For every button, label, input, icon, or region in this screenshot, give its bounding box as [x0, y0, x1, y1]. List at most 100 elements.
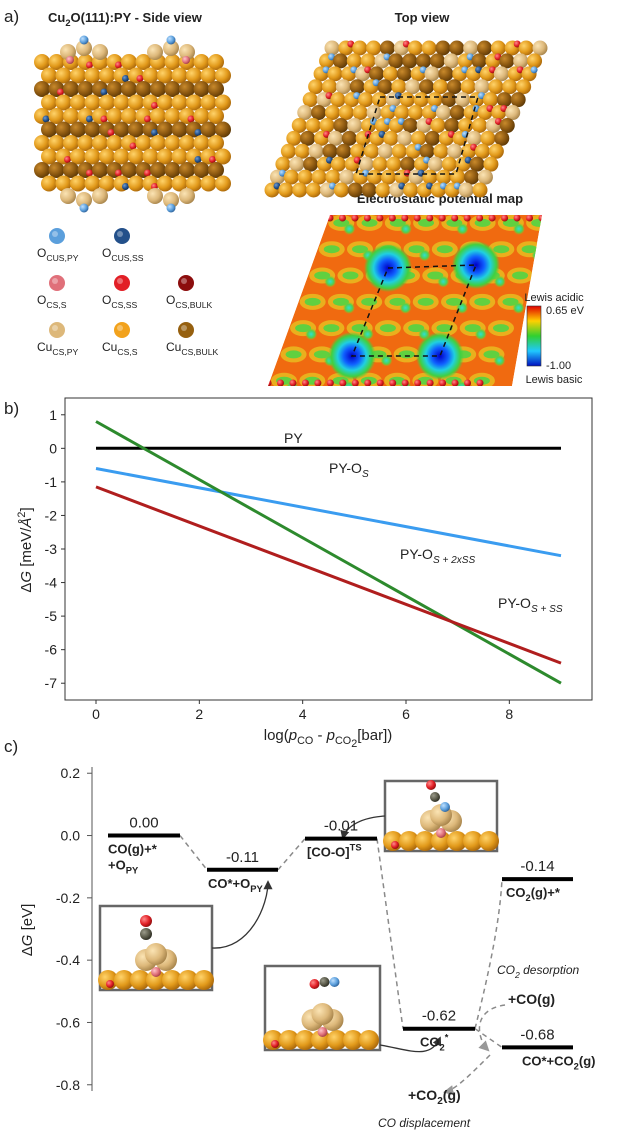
panel-label: b) [4, 399, 19, 418]
atom [70, 148, 86, 165]
atom [115, 169, 122, 177]
atom [343, 1030, 363, 1050]
esp-feature [399, 222, 412, 235]
atom [162, 970, 182, 990]
atom [200, 175, 217, 192]
legend-swatch [49, 322, 65, 338]
x-tick-label: 2 [195, 706, 203, 722]
atom [446, 79, 462, 95]
legend-swatch-shine [181, 278, 187, 284]
arrow [379, 1036, 442, 1053]
atom [424, 130, 440, 146]
atom [157, 121, 173, 138]
text-segment: TS [350, 843, 362, 853]
atom [179, 44, 195, 60]
atom [166, 35, 176, 45]
atom [70, 175, 86, 192]
atom [100, 88, 108, 96]
top-view-structure [264, 40, 548, 198]
atom [314, 379, 322, 386]
esp-feature [418, 249, 431, 262]
atom [526, 215, 534, 222]
atom [179, 162, 195, 178]
atom [319, 117, 335, 133]
atom [193, 81, 210, 97]
atom [369, 66, 385, 82]
legend-swatch [114, 275, 130, 291]
atom [432, 79, 448, 95]
atom [92, 188, 108, 204]
legend-label: CuCS,BULK [166, 340, 218, 357]
atom [426, 780, 436, 790]
text-segment: PY [126, 866, 139, 876]
atom [276, 379, 284, 386]
atom [208, 162, 224, 178]
atom [271, 1040, 279, 1048]
state-label: CO2* [420, 1033, 449, 1053]
atom [438, 66, 454, 82]
text-segment: ] [18, 507, 35, 511]
text-segment: Cu [166, 340, 181, 354]
atom [79, 203, 89, 213]
atom [479, 831, 499, 851]
atom [439, 379, 447, 386]
side-view-structure [34, 35, 231, 213]
esp-feature [380, 354, 393, 367]
atom [480, 130, 496, 146]
esp-feature [343, 222, 356, 235]
atom [311, 169, 327, 185]
text-segment: CO [297, 735, 313, 747]
atom [510, 92, 526, 108]
esp-feature [492, 324, 509, 333]
connector [474, 879, 503, 1029]
atom [208, 54, 224, 70]
atom [366, 105, 382, 121]
atom [300, 130, 316, 146]
text-segment: S + 2xSS [433, 555, 476, 566]
atom [376, 215, 384, 222]
atom [164, 108, 181, 124]
atom [84, 121, 101, 138]
y-tick-label: -0.2 [56, 890, 80, 906]
atom [308, 79, 324, 95]
atom [41, 148, 57, 165]
atom [347, 117, 363, 133]
text-segment: +CO(g) [508, 991, 555, 1007]
atom [305, 117, 321, 133]
atom [433, 143, 449, 159]
atom [193, 54, 210, 70]
atom [311, 1003, 334, 1025]
legend-swatch [49, 228, 65, 244]
arrow [340, 815, 386, 840]
text-segment: CO*+O [208, 876, 250, 891]
atom [42, 115, 50, 123]
legend-swatch [49, 275, 65, 291]
text-segment: desorption [520, 963, 580, 977]
atom [194, 970, 214, 990]
text-segment: O [37, 293, 46, 307]
atom [460, 79, 476, 95]
connector [277, 838, 306, 871]
atom [48, 54, 65, 70]
atom [302, 92, 318, 108]
atom [63, 81, 79, 97]
atom [113, 121, 130, 138]
atom [63, 162, 79, 178]
atom [63, 108, 79, 124]
atom [100, 115, 108, 123]
atom [338, 105, 354, 121]
atom [147, 188, 163, 204]
atom [359, 1030, 379, 1050]
atom [41, 67, 57, 84]
text-segment: [meV/ [18, 527, 35, 571]
legend-label: OCUS,SS [102, 246, 144, 263]
atom [209, 156, 216, 163]
atom [55, 175, 72, 192]
atom [363, 215, 371, 222]
atom [333, 117, 349, 133]
atom [77, 81, 94, 97]
atom [399, 831, 419, 851]
text-segment: 2 [16, 512, 28, 518]
atom [208, 135, 224, 151]
atom [458, 182, 474, 198]
